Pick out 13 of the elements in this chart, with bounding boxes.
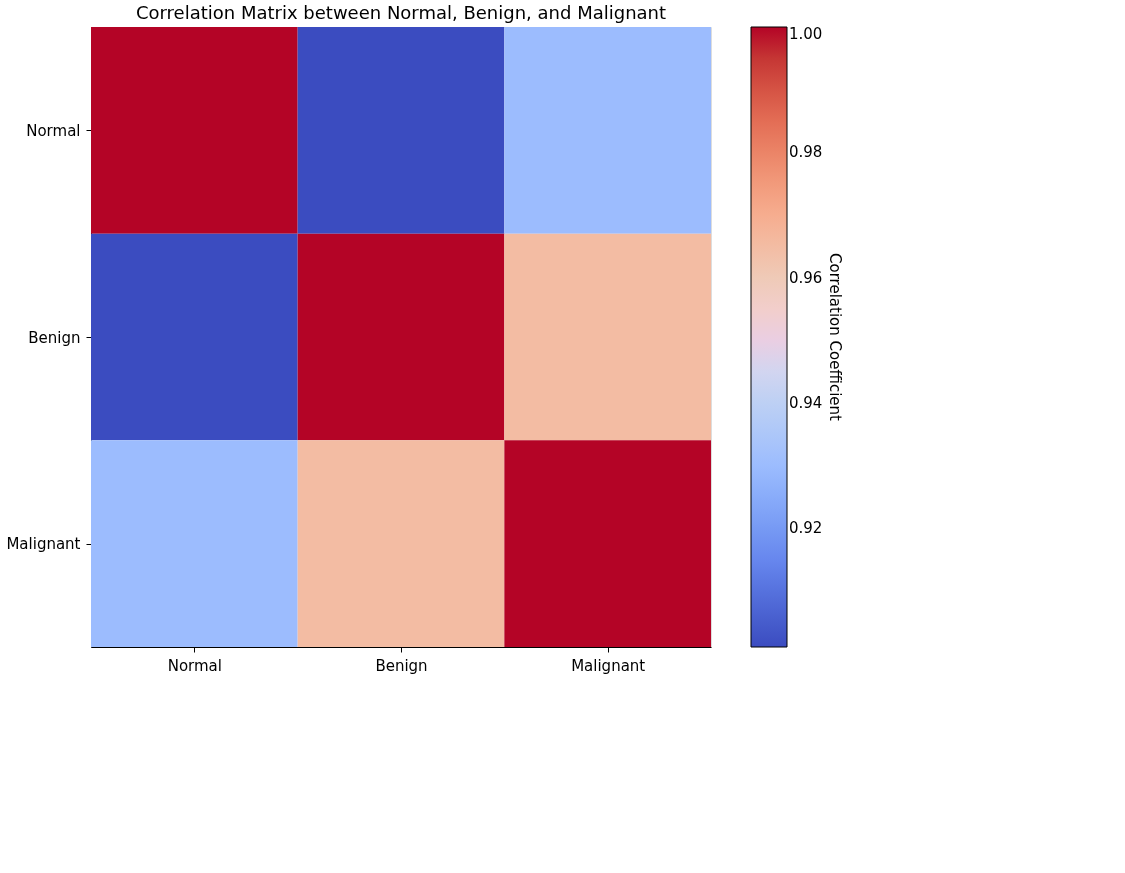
color-bar-label: 0.98 bbox=[789, 143, 823, 162]
y-tick-label: Benign bbox=[28, 328, 81, 347]
color-bar-label: 0.94 bbox=[789, 393, 823, 412]
color-bar-label: 0.92 bbox=[789, 519, 823, 538]
x-tick-label: Normal bbox=[167, 656, 222, 675]
color-bar-label: 1.00 bbox=[789, 25, 823, 43]
x-tick-label: Malignant bbox=[571, 656, 646, 675]
color-bar-title: Correlation Coefficient bbox=[826, 253, 844, 422]
x-tick-label: Benign bbox=[375, 656, 428, 675]
y-tick-label: Malignant bbox=[6, 535, 81, 554]
y-tick-label: Normal bbox=[26, 121, 81, 140]
chart-title: Correlation Matrix between Normal, Benign, and Malignant bbox=[135, 2, 667, 23]
color-bar-label: 0.96 bbox=[789, 268, 823, 287]
